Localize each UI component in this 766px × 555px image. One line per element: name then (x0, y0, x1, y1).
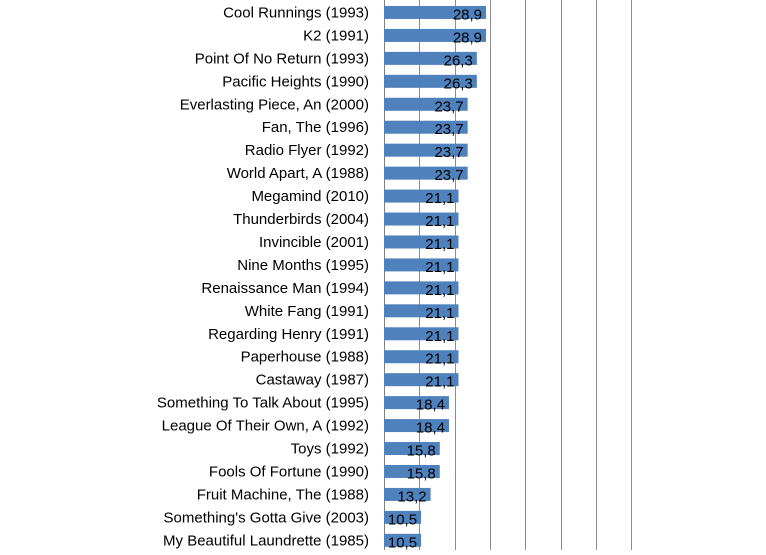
data-label: 21,1 (425, 236, 454, 253)
category-label: Cool Runnings (1993) (223, 4, 369, 21)
category-label: Fan, The (1996) (262, 119, 369, 136)
bar (384, 533, 422, 547)
bar (384, 28, 487, 42)
bar (384, 120, 468, 134)
bar (384, 51, 477, 65)
category-label: Renaissance Man (1994) (201, 280, 369, 297)
data-label: 26,3 (444, 52, 473, 69)
data-label: 18,4 (416, 420, 445, 437)
data-label: 21,1 (425, 374, 454, 391)
bar (384, 327, 459, 341)
bar (384, 510, 422, 524)
data-label: 13,2 (397, 488, 426, 505)
category-label: Radio Flyer (1992) (245, 142, 369, 159)
data-label: 23,7 (434, 144, 463, 161)
data-label: 10,5 (388, 534, 417, 550)
data-label: 15,8 (407, 443, 436, 460)
bar (384, 419, 449, 433)
data-label: 28,9 (453, 6, 482, 23)
bar (384, 235, 459, 249)
data-label: 26,3 (444, 75, 473, 92)
data-label: 21,1 (425, 259, 454, 276)
bar (384, 487, 431, 501)
category-label: Something's Gotta Give (2003) (164, 509, 369, 526)
data-label: 21,1 (425, 328, 454, 345)
bar (384, 373, 459, 387)
category-label: Paperhouse (1988) (241, 349, 369, 366)
category-label: Invincible (2001) (259, 234, 369, 251)
gridlines (384, 0, 632, 550)
bar (384, 212, 459, 226)
bar (384, 281, 459, 295)
data-label: 21,1 (425, 351, 454, 368)
category-label: Pacific Heights (1990) (222, 73, 369, 90)
data-label: 23,7 (434, 98, 463, 115)
category-label: Thunderbirds (2004) (233, 211, 369, 228)
data-label: 21,1 (425, 282, 454, 299)
bar (384, 304, 459, 318)
bar (384, 464, 440, 478)
category-label: Nine Months (1995) (237, 257, 369, 274)
data-label: 10,5 (388, 511, 417, 528)
category-label: World Apart, A (1988) (227, 165, 369, 182)
bar (384, 74, 477, 88)
category-label: Everlasting Piece, An (2000) (180, 96, 369, 113)
category-label: Point Of No Return (1993) (195, 50, 369, 67)
category-label: Castaway (1987) (256, 372, 369, 389)
bar (384, 166, 468, 180)
bar (384, 97, 468, 111)
category-label: Something To Talk About (1995) (157, 395, 369, 412)
category-label: Regarding Henry (1991) (208, 326, 369, 343)
bar (384, 350, 459, 364)
bar (384, 189, 459, 203)
data-label: 18,4 (416, 397, 445, 414)
bar (384, 5, 487, 19)
category-label: Toys (1992) (291, 441, 369, 458)
data-label: 28,9 (453, 29, 482, 46)
category-label: K2 (1991) (303, 27, 369, 44)
bar (384, 396, 449, 410)
data-label: 23,7 (434, 167, 463, 184)
category-label: White Fang (1991) (245, 303, 369, 320)
category-label: My Beautiful Laundrette (1985) (163, 532, 369, 549)
category-label: Fools Of Fortune (1990) (209, 463, 369, 480)
category-label: Megamind (2010) (251, 188, 369, 205)
data-label: 23,7 (434, 121, 463, 138)
category-label: League Of Their Own, A (1992) (162, 418, 369, 435)
data-label: 21,1 (425, 305, 454, 322)
category-label: Fruit Machine, The (1988) (197, 486, 369, 503)
data-label: 21,1 (425, 213, 454, 230)
data-label: 15,8 (407, 465, 436, 482)
bar (384, 258, 459, 272)
bar (384, 442, 440, 456)
data-label: 21,1 (425, 190, 454, 207)
bar (384, 143, 468, 157)
